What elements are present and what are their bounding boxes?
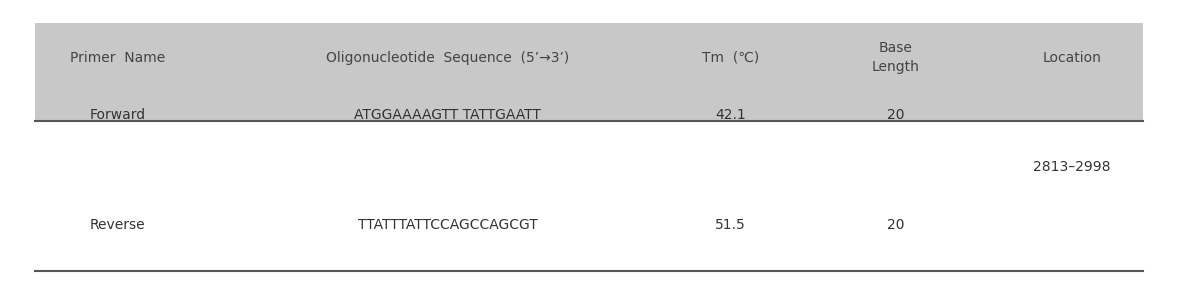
Text: Oligonucleotide  Sequence  (5’→3’): Oligonucleotide Sequence (5’→3’) [326, 51, 569, 65]
Text: Tm  (℃): Tm (℃) [702, 51, 759, 65]
Text: 20: 20 [887, 218, 904, 232]
Text: Primer  Name: Primer Name [71, 51, 165, 65]
Bar [35, 23, 1143, 121]
Text: 20: 20 [887, 108, 904, 122]
Text: 51.5: 51.5 [715, 218, 746, 232]
Text: 42.1: 42.1 [715, 108, 746, 122]
Text: ATGGAAAAGTT TATTGAATT: ATGGAAAAGTT TATTGAATT [355, 108, 541, 122]
Text: Reverse: Reverse [90, 218, 146, 232]
Text: Base
Length: Base Length [872, 41, 919, 74]
Text: TTATTTATTCCAGCCAGCGT: TTATTTATTCCAGCCAGCGT [358, 218, 537, 232]
Text: Forward: Forward [90, 108, 146, 122]
Text: Location: Location [1043, 51, 1101, 65]
Text: 2813–2998: 2813–2998 [1033, 160, 1111, 174]
